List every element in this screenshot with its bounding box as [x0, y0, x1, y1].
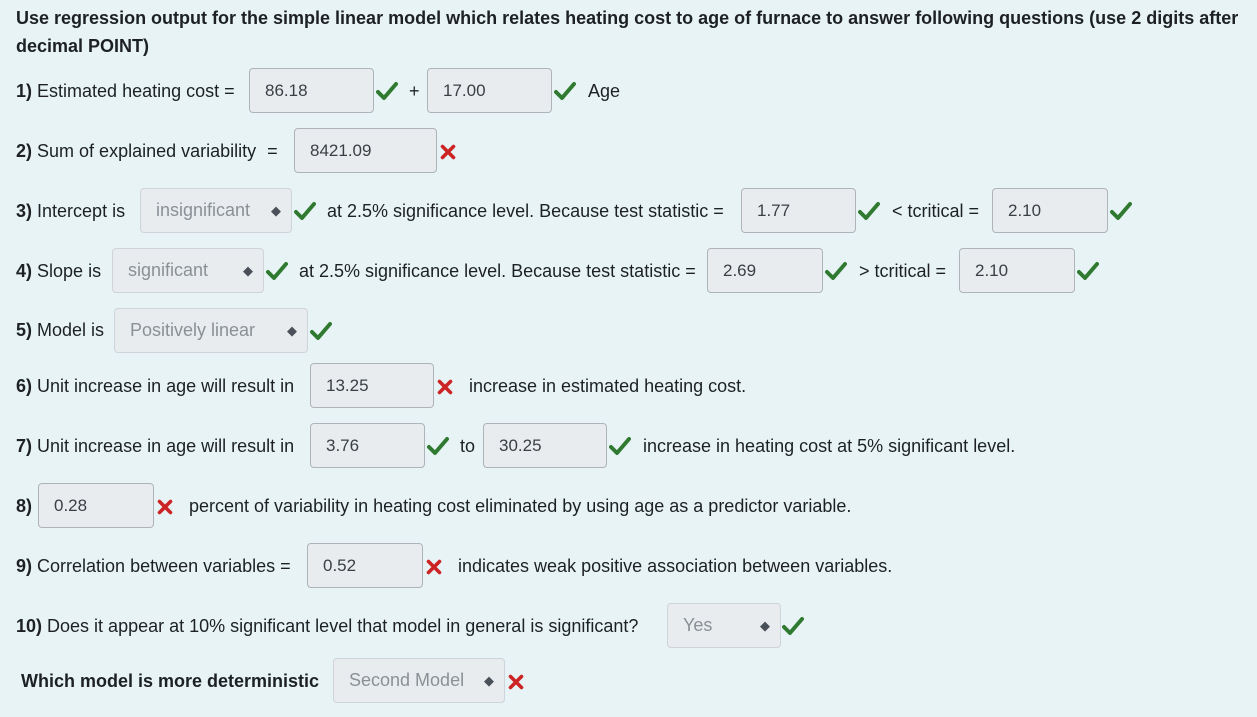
q4-label: Slope is — [37, 261, 102, 281]
q2-text: 2) Sum of explained variability = — [16, 139, 278, 163]
check-icon — [310, 322, 332, 340]
q2-eq: = — [267, 141, 278, 161]
q7-text: 7) Unit increase in age will result in — [16, 434, 294, 458]
updown-arrow-icon: ◆ — [271, 203, 281, 218]
updown-arrow-icon: ◆ — [484, 673, 494, 688]
check-icon — [609, 437, 631, 455]
intercept-stat-input[interactable]: 1.77 — [741, 188, 856, 233]
q10-select-value: Yes — [683, 615, 713, 635]
cross-icon — [508, 674, 524, 690]
q8-suffix: percent of variability in heating cost e… — [189, 496, 852, 516]
q4-mid: at 2.5% significance level. Because test… — [299, 261, 696, 281]
q3-select-value: insignificant — [156, 200, 251, 220]
check-icon — [1110, 202, 1132, 220]
q11-select-value: Second Model — [349, 670, 465, 690]
deterministic-model-select[interactable]: Second Model ◆ — [333, 658, 505, 703]
intercept-tcrit-input[interactable]: 2.10 — [992, 188, 1108, 233]
q7-suffix: increase in heating cost at 5% significa… — [643, 436, 1016, 456]
q1-text: 1) Estimated heating cost = — [16, 79, 235, 103]
check-icon — [427, 437, 449, 455]
q1-number: 1) — [16, 81, 33, 101]
intercept-significance-select[interactable]: insignificant ◆ — [140, 188, 292, 233]
updown-arrow-icon: ◆ — [760, 618, 770, 633]
q5-number: 5) — [16, 320, 33, 340]
updown-arrow-icon: ◆ — [243, 263, 253, 278]
q6-text: 6) Unit increase in age will result in — [16, 374, 294, 398]
ci-upper-input[interactable]: 30.25 — [483, 423, 607, 468]
q7-number: 7) — [16, 436, 33, 456]
q11-label: Which model is more deterministic — [21, 671, 320, 691]
slope-tcrit-input[interactable]: 2.10 — [959, 248, 1075, 293]
q1-suffix: Age — [588, 81, 621, 101]
model-significance-select[interactable]: Yes ◆ — [667, 603, 781, 648]
slope-stat-input[interactable]: 2.69 — [707, 248, 823, 293]
q4-text: 4) Slope is — [16, 259, 101, 283]
q10-number: 10) — [16, 616, 43, 636]
slope-significance-select[interactable]: significant ◆ — [112, 248, 264, 293]
q6-label: Unit increase in age will result in — [37, 376, 295, 396]
cross-icon — [437, 379, 453, 395]
slope-input[interactable]: 17.00 — [427, 68, 552, 113]
q3-crit-label: < tcritical = — [892, 201, 980, 221]
ci-lower-input[interactable]: 3.76 — [310, 423, 425, 468]
q5-label: Model is — [37, 320, 105, 340]
check-icon — [782, 617, 804, 635]
q8-number: 8) — [16, 496, 33, 516]
unit-increase-input[interactable]: 13.25 — [310, 363, 434, 408]
updown-arrow-icon: ◆ — [287, 323, 297, 338]
r-squared-input[interactable]: 0.28 — [38, 483, 154, 528]
q10-text: 10) Does it appear at 10% significant le… — [16, 614, 638, 638]
correlation-input[interactable]: 0.52 — [307, 543, 423, 588]
cross-icon — [426, 559, 442, 575]
question-intro: Use regression output for the simple lin… — [16, 8, 1239, 56]
q6-number: 6) — [16, 376, 33, 396]
q3-text: 3) Intercept is — [16, 199, 125, 223]
ssr-input[interactable]: 8421.09 — [294, 128, 437, 173]
q9-text: 9) Correlation between variables = — [16, 554, 291, 578]
cross-icon — [157, 499, 173, 515]
check-icon — [554, 82, 576, 100]
check-icon — [825, 262, 847, 280]
q2-label: Sum of explained variability — [37, 141, 257, 161]
q7-label: Unit increase in age will result in — [37, 436, 295, 456]
cross-icon — [440, 144, 456, 160]
q3-mid: at 2.5% significance level. Because test… — [327, 201, 724, 221]
check-icon — [266, 262, 288, 280]
model-type-select[interactable]: Positively linear ◆ — [114, 308, 308, 353]
q5-text: 5) Model is — [16, 318, 104, 342]
check-icon — [858, 202, 880, 220]
q5-select-value: Positively linear — [130, 320, 256, 340]
check-icon — [376, 82, 398, 100]
intercept-input[interactable]: 86.18 — [249, 68, 374, 113]
q9-label: Correlation between variables = — [37, 556, 291, 576]
q10-label: Does it appear at 10% significant level … — [47, 616, 639, 636]
q6-suffix: increase in estimated heating cost. — [469, 376, 747, 396]
q3-label: Intercept is — [37, 201, 126, 221]
q7-to: to — [460, 436, 476, 456]
q4-number: 4) — [16, 261, 33, 281]
q3-number: 3) — [16, 201, 33, 221]
q2-number: 2) — [16, 141, 33, 161]
q4-select-value: significant — [128, 260, 209, 280]
q4-crit-label: > tcritical = — [859, 261, 947, 281]
q9-suffix: indicates weak positive association betw… — [458, 556, 893, 576]
plus-sign: + — [409, 81, 420, 101]
q9-number: 9) — [16, 556, 33, 576]
q1-label: Estimated heating cost = — [37, 81, 235, 101]
check-icon — [1077, 262, 1099, 280]
check-icon — [294, 202, 316, 220]
